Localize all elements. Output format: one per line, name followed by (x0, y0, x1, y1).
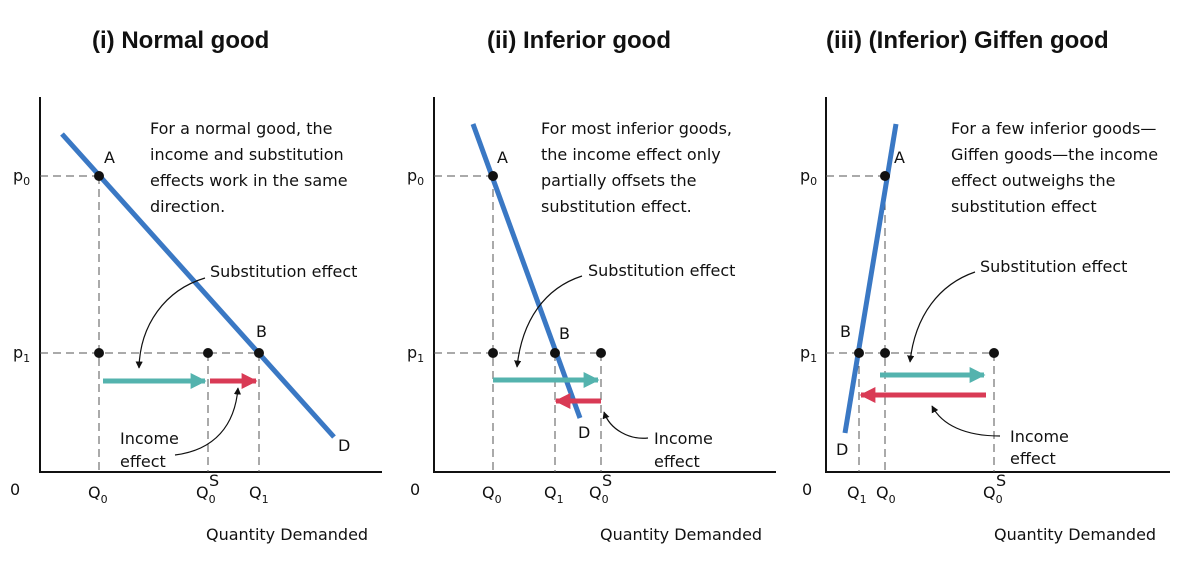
q-label-2: Q0 (876, 483, 896, 506)
demand-curve (60, 132, 336, 439)
curve-end-label: D (578, 423, 590, 442)
point-a (880, 171, 890, 181)
substitution-label: Substitution effect (588, 261, 735, 280)
q-label-3: Q0 (589, 483, 609, 506)
income-callout (602, 411, 649, 439)
point-q0-p1 (488, 348, 498, 358)
p1-label: p1 (407, 343, 424, 365)
panel-title: (i) Normal good (92, 27, 269, 54)
point-b (854, 348, 864, 358)
income-callout (174, 387, 242, 456)
panel-note-line-3: effect outweighs the (951, 171, 1115, 190)
curve-end-label: D (836, 440, 848, 459)
substitution-label: Substitution effect (210, 262, 357, 281)
x-axis-label: Quantity Demanded (206, 525, 368, 544)
p1-label: p1 (13, 343, 30, 365)
panel-note-line-2: income and substitution (150, 145, 344, 164)
substitution-callout (135, 277, 206, 369)
q-label-3: Q1 (249, 483, 269, 506)
point-a (488, 171, 498, 181)
panel-title: (ii) Inferior good (487, 27, 671, 54)
point-a-label: A (104, 148, 115, 167)
p0-label: p0 (800, 166, 817, 188)
income-label-line-2: effect (654, 452, 700, 471)
q-label-2: Q0 (196, 483, 216, 506)
substitution-label: Substitution effect (980, 257, 1127, 276)
income-label-line-2: effect (1010, 449, 1056, 468)
panel-note-line-1: For most inferior goods, (541, 119, 732, 138)
point-a-label: A (894, 148, 905, 167)
panel-note-line-4: substitution effect (951, 197, 1097, 216)
q-label-2-sup: S (209, 471, 219, 490)
axes (433, 97, 776, 473)
q-label-3: Q0 (983, 483, 1003, 506)
panel-normal-good: (i) Normal good 0 A B D p0 p1 Q0 Q0 S Q1 (10, 27, 382, 544)
panel-note-line-3: effects work in the same (150, 171, 348, 190)
point-q0-p1 (880, 348, 890, 358)
point-a-label: A (497, 148, 508, 167)
origin-label: 0 (410, 480, 420, 499)
income-label-line-1: Income (654, 429, 713, 448)
point-b-label: B (840, 322, 851, 341)
origin-label: 0 (10, 480, 20, 499)
q-label-1: Q1 (847, 483, 867, 506)
q-label-1: Q0 (88, 483, 108, 506)
point-a (94, 171, 104, 181)
point-b-label: B (559, 324, 570, 343)
p1-label: p1 (800, 343, 817, 365)
demand-curve (842, 123, 899, 434)
substitution-callout (907, 271, 976, 363)
p0-label: p0 (13, 166, 30, 188)
substitution-callout (514, 275, 583, 368)
curve-end-label: D (338, 436, 350, 455)
x-axis-label: Quantity Demanded (994, 525, 1156, 544)
point-b-label: B (256, 322, 267, 341)
point-q0-p1 (94, 348, 104, 358)
x-axis-label: Quantity Demanded (600, 525, 762, 544)
panel-note-line-3: partially offsets the (541, 171, 696, 190)
axes (825, 97, 1170, 473)
panel-note-line-4: substitution effect. (541, 197, 692, 216)
panel-note-line-4: direction. (150, 197, 225, 216)
panel-title: (iii) (Inferior) Giffen good (826, 27, 1109, 54)
q-label-3-sup: S (996, 471, 1006, 490)
point-q0s-p1 (596, 348, 606, 358)
point-b (254, 348, 264, 358)
income-label-line-2: effect (120, 452, 166, 471)
panel-note-line-1: For a few inferior goods— (951, 119, 1156, 138)
p0-label: p0 (407, 166, 424, 188)
q-label-3-sup: S (602, 471, 612, 490)
panel-giffen-good: (iii) (Inferior) Giffen good 0 A B D p0 … (800, 27, 1170, 544)
panel-note-line-1: For a normal good, the (150, 119, 332, 138)
axes (39, 97, 382, 473)
demand-curve (470, 123, 583, 419)
point-q0s-p1 (989, 348, 999, 358)
q-label-1: Q0 (482, 483, 502, 506)
income-label-line-1: Income (1010, 427, 1069, 446)
panel-inferior-good: (ii) Inferior good 0 A B D p0 p1 Q0 Q1 Q… (407, 27, 776, 544)
point-b (550, 348, 560, 358)
q-label-2: Q1 (544, 483, 564, 506)
income-callout (931, 405, 1001, 437)
point-q0s-p1 (203, 348, 213, 358)
origin-label: 0 (802, 480, 812, 499)
panel-note-line-2: the income effect only (541, 145, 721, 164)
income-label-line-1: Income (120, 429, 179, 448)
panel-note-line-2: Giffen goods—the income (951, 145, 1158, 164)
